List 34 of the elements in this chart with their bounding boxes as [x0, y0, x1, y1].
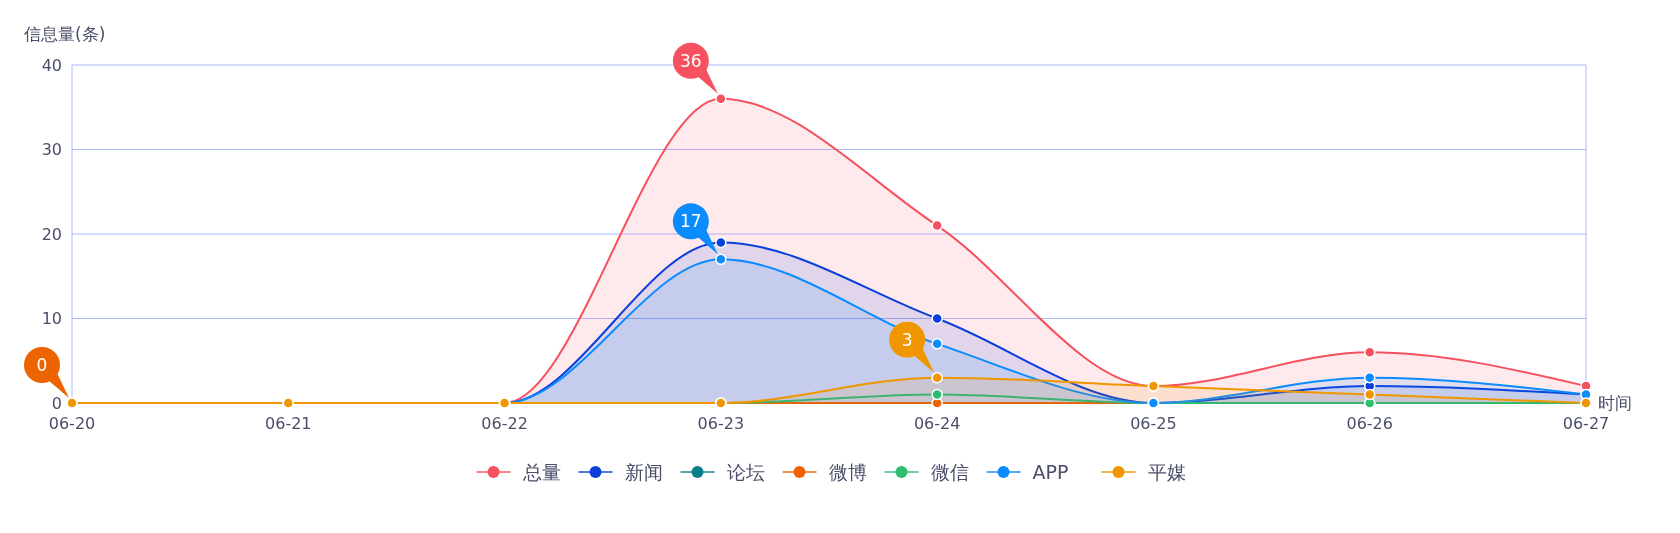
- x-tick-label: 06-26: [1346, 414, 1393, 433]
- point: [931, 388, 943, 401]
- point: [715, 236, 727, 249]
- x-tick-label: 06-22: [481, 414, 528, 433]
- legend-label: 论坛: [726, 460, 765, 483]
- point: [715, 93, 727, 105]
- y-tick-label: 40: [41, 55, 62, 75]
- annotation: 36: [680, 50, 702, 71]
- y-tick-label: 30: [41, 140, 62, 160]
- point: [715, 253, 727, 266]
- y-tick-label: 20: [41, 224, 62, 244]
- x-tick-label: 06-21: [265, 414, 312, 433]
- legend-label: 平媒: [1147, 460, 1186, 483]
- legend-label: 微信: [930, 460, 969, 483]
- y-tick-label: 10: [41, 309, 62, 329]
- legend-label: 总量: [521, 460, 561, 483]
- x-tick-label: 06-25: [1130, 414, 1177, 433]
- point: [931, 338, 943, 350]
- point: [931, 312, 943, 325]
- y-axis-title: 信息量(条): [24, 24, 106, 44]
- x-tick-label: 06-23: [697, 414, 745, 433]
- x-tick-label: 06-20: [48, 414, 96, 433]
- legend-label: APP: [1032, 460, 1069, 483]
- x-tick-label: 06-27: [1562, 414, 1610, 433]
- x-tick-label: 06-24: [913, 414, 961, 433]
- annotation: 17: [680, 211, 702, 232]
- annotation: 3: [901, 329, 913, 350]
- point: [1363, 388, 1376, 401]
- legend-label: 微博: [828, 460, 867, 483]
- point: [1363, 371, 1376, 384]
- legend-label: 新闻: [624, 460, 663, 483]
- point: [931, 371, 943, 384]
- x-axis-title: 时间: [1598, 393, 1632, 413]
- y-tick-label: 0: [51, 393, 62, 413]
